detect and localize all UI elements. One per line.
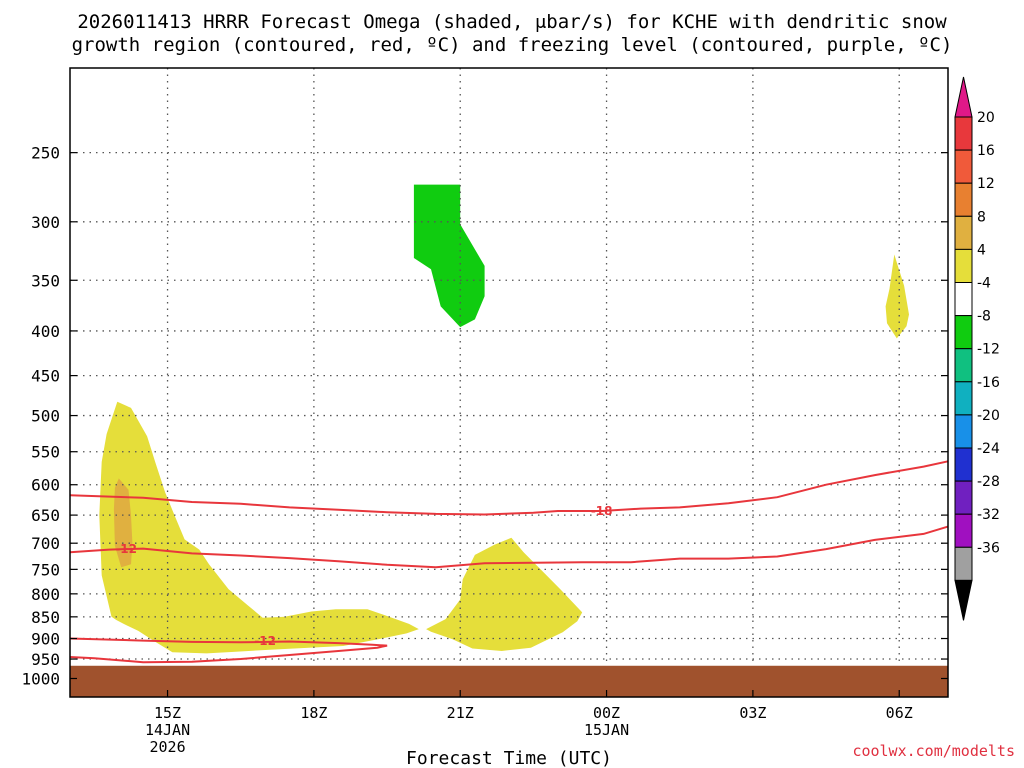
y-tick-label-950: 950 bbox=[31, 650, 60, 669]
colorbar-label-16: 16 bbox=[977, 143, 995, 159]
colorbar-label--4: -4 bbox=[977, 276, 991, 292]
colorbar-label-8: 8 bbox=[977, 209, 986, 225]
colorbar-label-12: 12 bbox=[977, 176, 995, 192]
grid-lines bbox=[70, 68, 948, 697]
shade-yellow-lift-upper-east bbox=[885, 254, 909, 339]
colorbar-label--32: -32 bbox=[977, 507, 1000, 523]
y-tick-label-450: 450 bbox=[31, 367, 60, 386]
colorbar-label--12: -12 bbox=[977, 342, 1000, 358]
colorbar-swatch-8 bbox=[954, 215, 973, 250]
colorbar-swatch--12 bbox=[954, 348, 973, 383]
colorbar-swatch--24 bbox=[954, 447, 973, 482]
y-tick-label-550: 550 bbox=[31, 443, 60, 462]
x-tick-label-21Z: 21Z bbox=[447, 704, 474, 722]
y-tick-label-850: 850 bbox=[31, 608, 60, 627]
contour-layer: -18 -12 -12 bbox=[69, 460, 949, 664]
y-tick-label-800: 800 bbox=[31, 585, 60, 604]
x-tick-label-00Z: 00Z bbox=[593, 704, 620, 722]
shade-green-sink bbox=[413, 184, 485, 328]
chart-title-line2: growth region (contoured, red, ºC) and f… bbox=[72, 34, 953, 56]
shade-orange-lift-core bbox=[113, 478, 133, 568]
colorbar-label--24: -24 bbox=[977, 441, 1000, 457]
x-tick-label-06Z: 06Z bbox=[886, 704, 913, 722]
colorbar-swatch--4 bbox=[954, 282, 973, 317]
colorbar-label-4: 4 bbox=[977, 242, 986, 258]
x-tick-label-2026: 2026 bbox=[149, 738, 185, 756]
colorbar-swatch--28 bbox=[954, 480, 973, 515]
y-tick-label-350: 350 bbox=[31, 271, 60, 290]
ground-terrain bbox=[70, 665, 948, 697]
y-tick-label-600: 600 bbox=[31, 476, 60, 495]
colorbar-bottom-arrow bbox=[954, 579, 973, 621]
colorbar-label--28: -28 bbox=[977, 474, 1000, 490]
contour-dgz-minus-18 bbox=[69, 460, 949, 516]
y-axis: 250 300 350 400 450 500 550 600 650 700 750 800 850 9… bbox=[21, 144, 948, 688]
colorbar-swatch--32 bbox=[954, 513, 973, 548]
colorbar-label--8: -8 bbox=[977, 309, 991, 325]
y-tick-label-900: 900 bbox=[31, 630, 60, 649]
colorbar-swatch--36 bbox=[954, 546, 973, 581]
x-axis-label: Forecast Time (UTC) bbox=[406, 748, 612, 768]
contour-label-dgz-minus-18: -18 bbox=[591, 504, 613, 518]
omega-shading-layer bbox=[99, 184, 909, 654]
colorbar-swatch-12 bbox=[954, 182, 973, 217]
colorbar-label--20: -20 bbox=[977, 408, 1000, 424]
contour-label-dgz-minus-12-upper: -12 bbox=[115, 542, 137, 556]
contour-dgz-minus-12-upper bbox=[69, 525, 949, 569]
y-tick-label-650: 650 bbox=[31, 506, 60, 525]
colorbar-label--36: -36 bbox=[977, 540, 1000, 556]
colorbar: 20 16 12 8 4 -4 -8 -12 -16 -20 -24 -28 -32 -36 bbox=[954, 76, 1000, 621]
plot-frame bbox=[69, 67, 949, 698]
colorbar-label-20: 20 bbox=[977, 110, 995, 126]
y-tick-label-500: 500 bbox=[31, 407, 60, 426]
x-tick-label-15Z: 15Z bbox=[154, 704, 181, 722]
contour-label-dgz-minus-12-lower: -12 bbox=[254, 634, 276, 648]
chart-title-line1: 2026011413 HRRR Forecast Omega (shaded, … bbox=[77, 11, 947, 33]
site-credit[interactable]: coolwx.com/modelts bbox=[852, 742, 1015, 760]
colorbar-swatch--8 bbox=[954, 315, 973, 350]
colorbar-swatch-4 bbox=[954, 248, 973, 283]
shade-yellow-lift-east bbox=[426, 537, 583, 651]
contour-dgz-minus-12-lower bbox=[69, 637, 388, 664]
x-tick-label-18Z: 18Z bbox=[300, 704, 327, 722]
colorbar-swatch--16 bbox=[954, 381, 973, 416]
y-tick-label-700: 700 bbox=[31, 534, 60, 553]
colorbar-swatch-16 bbox=[954, 149, 973, 184]
y-tick-label-400: 400 bbox=[31, 322, 60, 341]
x-tick-label-03Z: 03Z bbox=[739, 704, 766, 722]
x-tick-label-14JAN: 14JAN bbox=[145, 721, 190, 739]
x-tick-label-15JAN: 15JAN bbox=[584, 721, 629, 739]
colorbar-swatch-20 bbox=[954, 116, 973, 151]
colorbar-swatch--20 bbox=[954, 414, 973, 449]
y-tick-label-1000: 1000 bbox=[21, 669, 60, 688]
shade-yellow-lift-main bbox=[99, 401, 419, 654]
y-tick-label-300: 300 bbox=[31, 213, 60, 232]
colorbar-label--16: -16 bbox=[977, 375, 1000, 391]
colorbar-top-arrow bbox=[954, 76, 973, 118]
y-tick-label-250: 250 bbox=[31, 144, 60, 163]
y-tick-label-750: 750 bbox=[31, 560, 60, 579]
